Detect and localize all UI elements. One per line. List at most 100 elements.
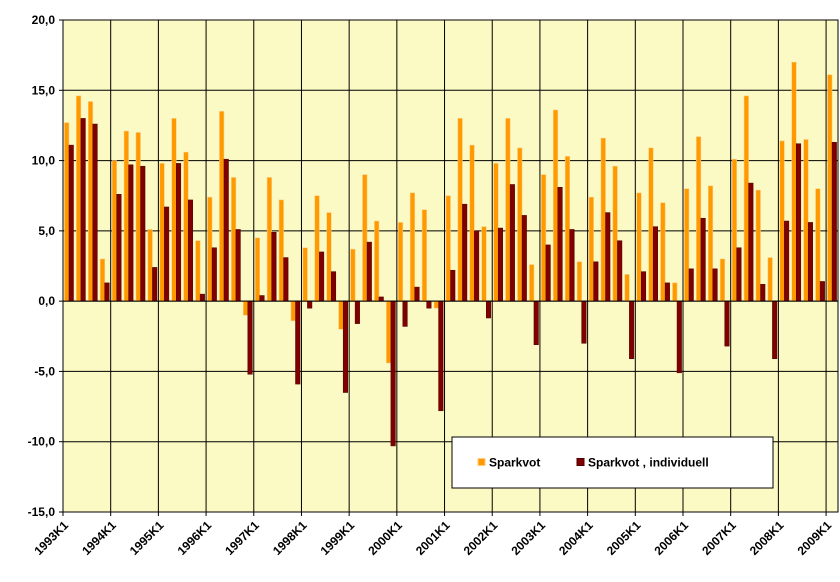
bar [278, 199, 284, 302]
bar [176, 163, 182, 302]
bar [295, 300, 301, 385]
bar [140, 165, 146, 302]
bar [755, 189, 761, 302]
bar [600, 137, 606, 302]
bar [147, 229, 153, 302]
bar [326, 212, 332, 302]
bar [159, 163, 165, 302]
x-tick-label: 1997K1 [222, 518, 262, 558]
bar [409, 192, 415, 302]
bar [676, 300, 682, 374]
bar [223, 158, 229, 302]
bar [803, 139, 809, 302]
bar [211, 247, 217, 302]
bar [660, 202, 666, 302]
bar [231, 177, 237, 302]
bar [195, 240, 201, 302]
bar [636, 192, 642, 302]
bar [564, 156, 570, 302]
bar [486, 300, 492, 319]
bar [259, 295, 265, 302]
bar [760, 284, 766, 302]
bar [521, 215, 527, 302]
bar [529, 264, 535, 302]
bar [696, 136, 702, 302]
bar [421, 209, 427, 302]
bar [271, 232, 277, 302]
bar [533, 300, 539, 345]
bar [629, 300, 635, 360]
bar [708, 185, 714, 302]
bar [92, 123, 98, 302]
bar [187, 199, 193, 302]
bar [183, 151, 189, 302]
legend-box [451, 436, 774, 489]
bar [64, 122, 70, 302]
bar [414, 286, 420, 302]
bar [469, 144, 475, 302]
bar [462, 203, 468, 302]
bar [319, 251, 325, 302]
bar [128, 164, 134, 302]
bar [641, 271, 647, 302]
x-tick-label: 2003K1 [508, 518, 548, 558]
y-tick-label: -15,0 [28, 505, 56, 519]
x-tick-label: 2008K1 [747, 518, 787, 558]
y-tick-label: 5,0 [38, 224, 55, 238]
x-tick-label: 2007K1 [699, 518, 739, 558]
bar [827, 74, 833, 302]
bar [111, 160, 117, 302]
bar [171, 118, 177, 302]
bar [164, 206, 170, 302]
y-tick-label: 0,0 [38, 294, 55, 308]
x-tick-label: 2006K1 [651, 518, 691, 558]
bar [378, 296, 384, 302]
bar [445, 195, 451, 302]
bar [731, 158, 737, 302]
bar [688, 268, 694, 302]
bar [505, 118, 511, 302]
bar [116, 194, 122, 302]
x-tick-label: 2005K1 [604, 518, 644, 558]
bar [664, 282, 670, 302]
bar [576, 261, 582, 302]
bar [390, 300, 396, 447]
bar [684, 188, 690, 302]
bar [88, 101, 94, 302]
x-tick-label: 2009K1 [795, 518, 835, 558]
bar [593, 261, 599, 302]
y-tick-label: 10,0 [32, 154, 56, 168]
bar [68, 144, 74, 302]
plot-border [62, 19, 839, 513]
bar [569, 229, 575, 302]
y-tick-label: -10,0 [28, 435, 56, 449]
bar [612, 165, 618, 302]
legend-swatch [576, 458, 585, 466]
x-tick-label: 1993K1 [31, 518, 71, 558]
bar [207, 196, 213, 302]
bar [80, 118, 86, 302]
bar [438, 300, 444, 412]
x-tick-label: 1996K1 [175, 518, 215, 558]
bar [135, 132, 141, 302]
bar [831, 142, 837, 302]
bar [123, 130, 129, 302]
bar [374, 220, 380, 302]
bar [433, 300, 439, 309]
bar [99, 258, 105, 302]
legend-swatch [477, 458, 486, 466]
bar [784, 220, 790, 302]
bar [331, 271, 337, 302]
bar [517, 147, 523, 302]
bar [541, 174, 547, 302]
bar [457, 118, 463, 302]
bar [772, 300, 778, 360]
bar [338, 300, 344, 330]
bar [450, 269, 456, 302]
bar [807, 222, 813, 302]
bar [791, 61, 797, 302]
x-tick-label: 2000K1 [365, 518, 405, 558]
bar [719, 258, 725, 302]
bar [342, 300, 348, 393]
